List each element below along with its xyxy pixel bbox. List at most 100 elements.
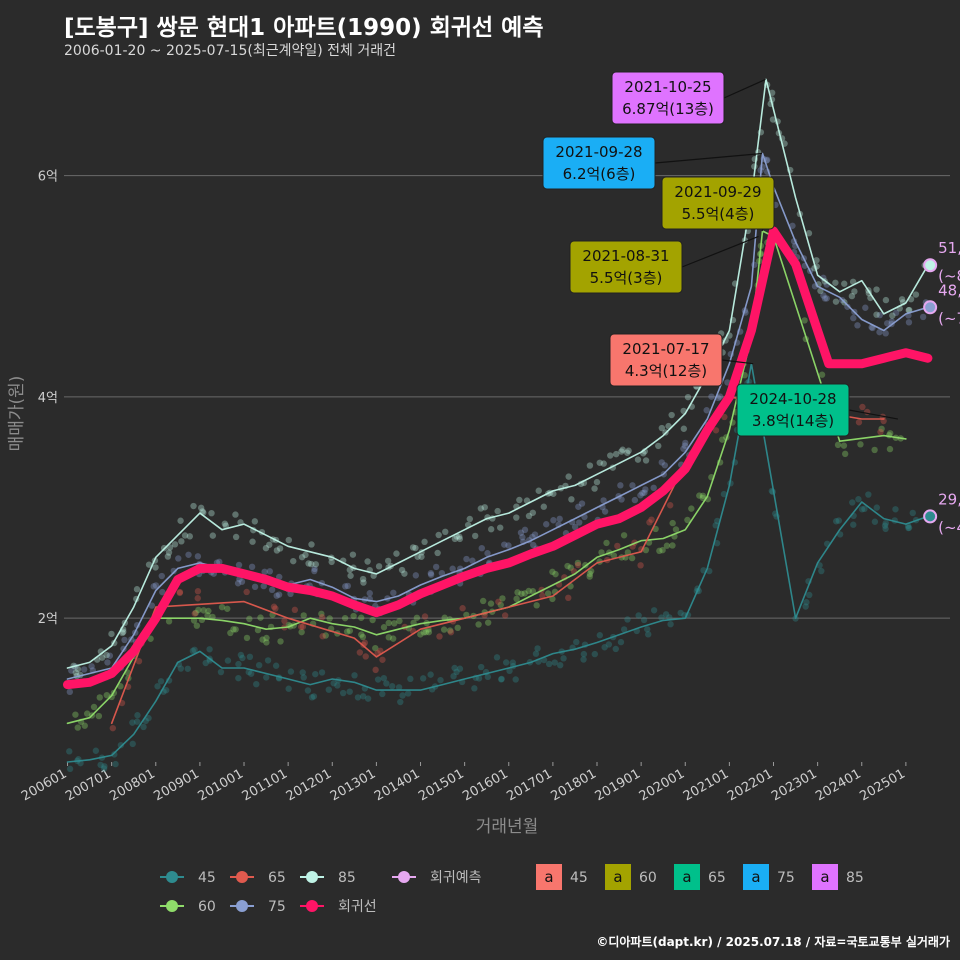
transaction-point: [108, 630, 115, 638]
transaction-point: [176, 588, 184, 596]
annotation-price: 5.5억(3층): [590, 269, 663, 287]
transaction-point: [72, 711, 79, 718]
transaction-point: [372, 666, 379, 674]
transaction-point: [389, 683, 396, 690]
transaction-point: [375, 563, 383, 570]
transaction-point: [663, 542, 671, 549]
transaction-point: [658, 424, 666, 432]
transaction-point: [446, 627, 454, 634]
transaction-point: [789, 222, 796, 229]
transaction-point: [661, 462, 669, 469]
legend-box: [674, 864, 700, 890]
transaction-point: [339, 689, 347, 697]
transaction-point: [680, 425, 688, 432]
prediction-value-label: 29,200: [938, 490, 960, 508]
transaction-point: [529, 588, 537, 595]
transaction-point: [299, 669, 306, 676]
transaction-point: [535, 487, 542, 494]
transaction-point: [184, 665, 191, 672]
transaction-point: [586, 462, 594, 469]
transaction-point: [881, 522, 889, 529]
transaction-point: [298, 628, 305, 636]
transaction-point: [158, 572, 166, 580]
transaction-point: [601, 508, 609, 515]
transaction-point: [556, 661, 564, 669]
transaction-point: [330, 680, 337, 687]
transaction-point: [909, 509, 916, 517]
transaction-point: [154, 683, 161, 690]
transaction-point: [684, 516, 691, 524]
transaction-point: [456, 533, 463, 540]
transaction-point: [159, 588, 166, 596]
legend-label: 회귀선: [338, 899, 377, 915]
transaction-point: [634, 456, 642, 463]
transaction-point: [275, 591, 283, 598]
transaction-point: [262, 544, 270, 552]
transaction-point: [111, 751, 118, 758]
transaction-point: [103, 691, 111, 699]
transaction-point: [129, 740, 136, 748]
transaction-point: [876, 311, 884, 319]
transaction-point: [197, 504, 205, 512]
transaction-point: [194, 588, 202, 595]
transaction-point: [919, 313, 927, 321]
transaction-point: [642, 457, 650, 464]
transaction-point: [610, 552, 618, 559]
series-line-45: [66, 362, 929, 763]
transaction-point: [311, 565, 318, 573]
transaction-point: [564, 562, 571, 570]
transaction-point: [369, 616, 376, 624]
transaction-point: [379, 690, 386, 698]
transaction-point: [272, 662, 280, 669]
annotation-leader: [848, 409, 899, 420]
transaction-point: [398, 566, 406, 574]
transaction-point: [529, 509, 537, 516]
transaction-point: [421, 538, 428, 546]
legend-box-label: 85: [846, 870, 864, 886]
transaction-point: [513, 514, 520, 521]
transaction-point: [263, 634, 270, 642]
transaction-point: [263, 639, 270, 646]
transaction-point: [178, 538, 185, 545]
transaction-point: [873, 286, 880, 293]
transaction-point: [543, 521, 550, 528]
transaction-point: [642, 486, 649, 493]
transaction-point: [254, 626, 262, 634]
transaction-point: [539, 592, 546, 599]
annotation-leader: [721, 359, 754, 365]
transaction-point: [530, 541, 537, 549]
transaction-point: [598, 549, 605, 556]
transaction-point: [820, 292, 827, 299]
x-tick-label: 201101: [240, 766, 290, 804]
transaction-point: [385, 634, 392, 641]
transaction-point: [857, 441, 864, 448]
transaction-point: [409, 544, 417, 551]
transaction-point: [245, 668, 252, 676]
transaction-point: [165, 549, 173, 556]
transaction-point: [659, 546, 666, 554]
transaction-point: [135, 657, 143, 665]
transaction-point: [518, 590, 525, 597]
transaction-point: [389, 635, 397, 642]
transaction-point: [72, 669, 80, 676]
transaction-point: [397, 698, 404, 706]
transaction-point: [344, 582, 352, 590]
transaction-point: [393, 550, 400, 557]
prediction-marker: [923, 509, 938, 524]
transaction-point: [134, 712, 141, 719]
transaction-point: [642, 546, 650, 554]
transaction-point: [644, 626, 651, 633]
transaction-point: [277, 638, 284, 645]
prediction-value-label: 48,100: [938, 281, 960, 299]
transaction-point: [607, 452, 614, 459]
transaction-point: [312, 561, 320, 568]
transaction-point: [218, 603, 226, 611]
transaction-point: [318, 610, 325, 618]
transaction-point: [434, 549, 441, 557]
transaction-point: [713, 540, 721, 547]
transaction-point: [133, 718, 141, 725]
transaction-point: [821, 295, 829, 302]
transaction-point: [873, 311, 880, 318]
legend-box-label: 45: [570, 870, 588, 886]
transaction-point: [469, 557, 476, 564]
